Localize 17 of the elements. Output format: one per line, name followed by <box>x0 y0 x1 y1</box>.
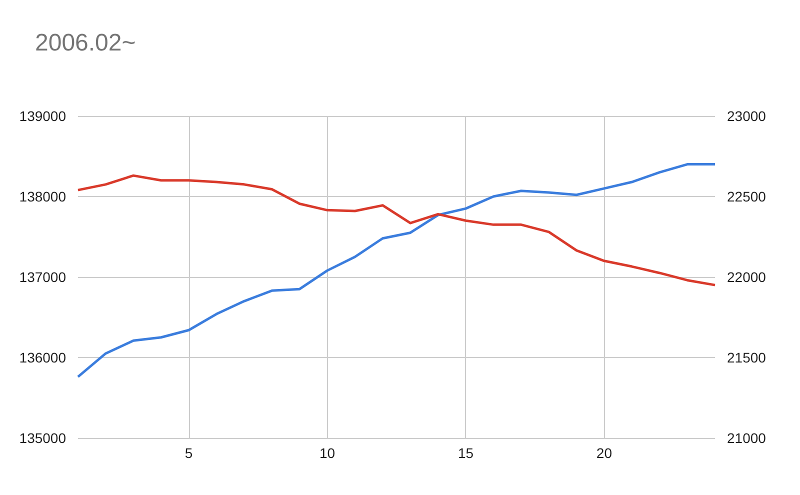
chart-title: 2006.02~ <box>35 30 136 56</box>
y-tick-label: 137000 <box>19 269 66 285</box>
y-tick-label: 136000 <box>19 350 66 366</box>
x-tick-label: 20 <box>596 445 612 461</box>
y2-tick-label: 22000 <box>727 269 766 285</box>
x-tick-label: 5 <box>184 445 193 461</box>
y-tick-label: 135000 <box>19 430 66 446</box>
x-tick-label: 10 <box>319 445 336 461</box>
y-tick-label: 139000 <box>19 108 66 124</box>
y-tick-label: 138000 <box>19 188 66 204</box>
y2-tick-label: 21500 <box>727 350 766 366</box>
line-series <box>76 174 716 286</box>
line-series <box>76 163 716 378</box>
y2-tick-label: 21000 <box>727 430 766 446</box>
x-tick-label: 15 <box>458 445 474 461</box>
y2-tick-label: 22500 <box>727 188 766 204</box>
y2-tick-label: 23000 <box>727 108 766 124</box>
